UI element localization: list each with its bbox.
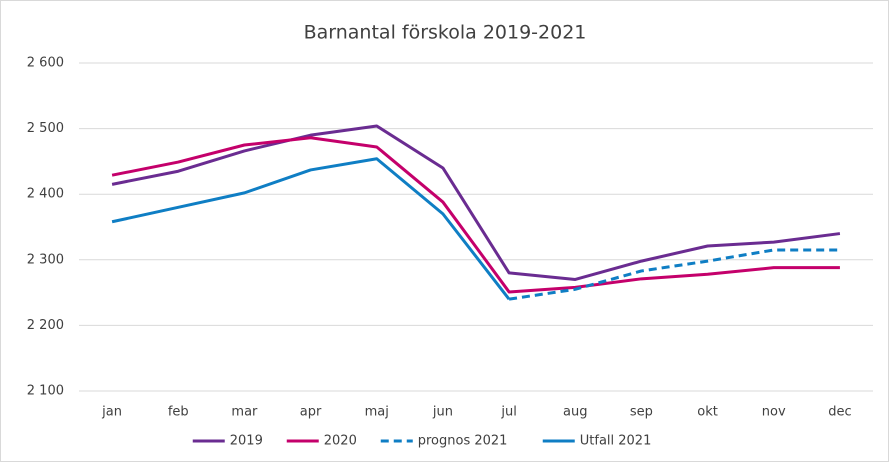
x-tick-label: feb: [168, 405, 189, 420]
y-tick-label: 2 600: [27, 56, 64, 71]
y-tick-label: 2 400: [27, 187, 64, 202]
legend-label: prognos 2021: [418, 434, 508, 449]
x-tick-label: jul: [500, 405, 516, 420]
x-tick-label: dec: [828, 405, 851, 420]
x-tick-label: jan: [101, 405, 122, 420]
legend-label: Utfall 2021: [580, 434, 652, 449]
series-line: [508, 248, 840, 301]
y-tick-label: 2 200: [27, 318, 64, 333]
x-tick-label: maj: [365, 405, 389, 420]
y-tick-label: 2 300: [27, 252, 64, 267]
x-tick-label: sep: [630, 405, 653, 420]
x-tick-label: nov: [762, 405, 786, 420]
y-tick-label: 2 100: [27, 384, 64, 399]
x-tick-label: apr: [300, 405, 322, 420]
series-line: [111, 124, 841, 281]
x-tick-label: aug: [563, 405, 587, 420]
series-line: [111, 136, 840, 294]
chart-title: Barnantal förskola 2019-2021: [304, 22, 587, 44]
x-tick-label: jun: [432, 405, 453, 420]
x-tick-label: okt: [697, 405, 718, 420]
legend-label: 2019: [230, 434, 263, 449]
y-tick-label: 2 500: [27, 121, 64, 136]
legend-label: 2020: [324, 434, 357, 449]
series-line: [111, 157, 511, 301]
x-tick-label: mar: [231, 405, 258, 420]
